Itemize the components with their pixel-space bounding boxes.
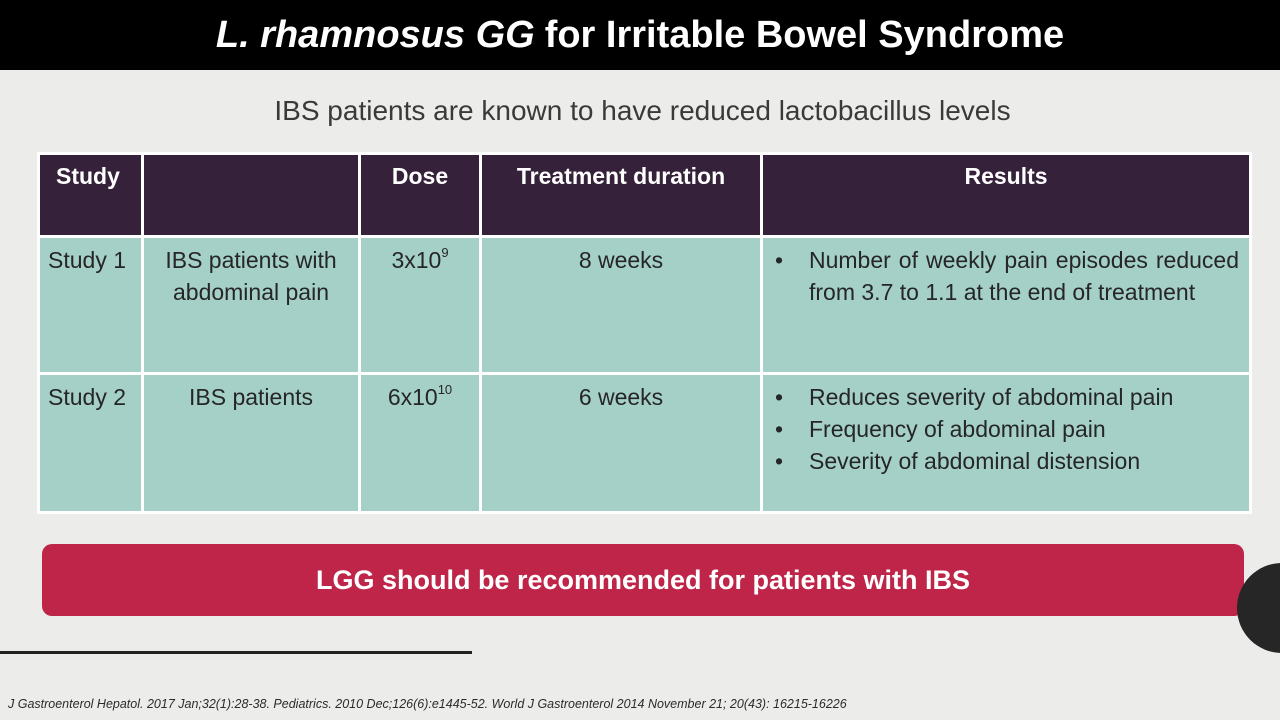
- slide-title: L. rhamnosus GG for Irritable Bowel Synd…: [0, 0, 1280, 70]
- header-duration: Treatment duration: [479, 152, 763, 238]
- footer-divider: [0, 651, 472, 654]
- result-item: Frequency of abdominal pain: [775, 413, 1239, 445]
- result-item: Reduces severity of abdominal pain: [775, 381, 1239, 413]
- header-population: [141, 152, 361, 238]
- cell-study: Study 2: [37, 372, 144, 514]
- cell-dose: 6x1010: [358, 372, 482, 514]
- title-condition: for Irritable Bowel Syndrome: [544, 13, 1065, 56]
- studies-table: Study Dose Treatment duration Results St…: [37, 152, 1252, 514]
- result-item: Severity of abdominal distension: [775, 445, 1239, 477]
- cell-results: Reduces severity of abdominal pain Frequ…: [760, 372, 1252, 514]
- results-list: Reduces severity of abdominal pain Frequ…: [775, 381, 1239, 477]
- references: J Gastroenterol Hepatol. 2017 Jan;32(1):…: [8, 697, 847, 711]
- title-organism: L. rhamnosus GG: [215, 13, 535, 56]
- cell-results: Number of weekly pain episodes reduced f…: [760, 235, 1252, 375]
- header-results: Results: [760, 152, 1252, 238]
- cell-duration: 8 weeks: [479, 235, 763, 375]
- dose-base: 3x10: [391, 247, 442, 273]
- cell-population: IBS patients: [141, 372, 361, 514]
- slide-subtitle: IBS patients are known to have reduced l…: [274, 95, 1011, 126]
- header-dose: Dose: [358, 152, 482, 238]
- cell-population: IBS patients with abdominal pain: [141, 235, 361, 375]
- dose-exponent: 9: [441, 245, 449, 261]
- results-list: Number of weekly pain episodes reduced f…: [775, 244, 1239, 308]
- table-row: Study 1 IBS patients with abdominal pain…: [37, 235, 1252, 375]
- cell-dose: 3x109: [358, 235, 482, 375]
- recommendation-banner: LGG should be recommended for patients w…: [42, 544, 1244, 616]
- dose-exponent: 10: [437, 382, 453, 398]
- header-study: Study: [37, 152, 144, 238]
- cell-study: Study 1: [37, 235, 144, 375]
- table-row: Study 2 IBS patients 6x1010 6 weeks Redu…: [37, 372, 1252, 514]
- dose-base: 6x10: [387, 384, 438, 410]
- cell-duration: 6 weeks: [479, 372, 763, 514]
- table-header-row: Study Dose Treatment duration Results: [37, 152, 1252, 238]
- result-item: Number of weekly pain episodes reduced f…: [775, 244, 1239, 308]
